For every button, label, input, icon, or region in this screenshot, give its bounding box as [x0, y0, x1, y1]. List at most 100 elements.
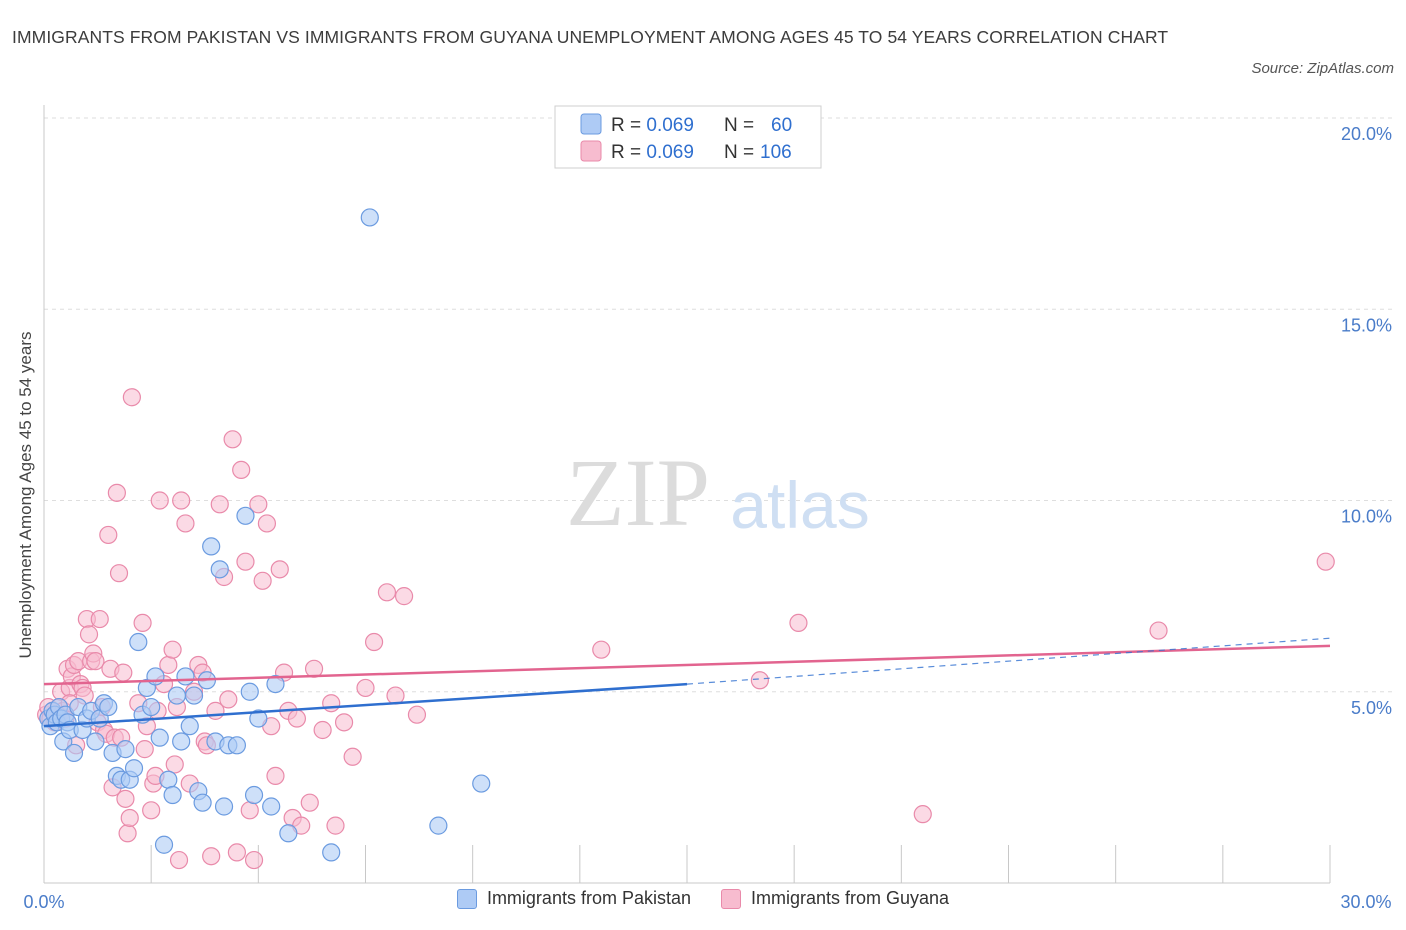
point-guyana [107, 483, 126, 502]
point-guyana [210, 495, 229, 514]
point-guyana [334, 713, 354, 732]
legend-n-label: N = [724, 142, 759, 163]
point-pakistan [360, 208, 379, 227]
point-guyana [165, 755, 184, 774]
point-guyana [202, 847, 221, 866]
point-pakistan [240, 682, 259, 701]
y-tick-label: 10.0% [1341, 507, 1392, 527]
point-guyana [913, 805, 932, 824]
source-label: Source: ZipAtlas.com [1251, 60, 1394, 77]
point-guyana [232, 460, 251, 479]
point-pakistan [99, 697, 118, 717]
point-pakistan [210, 560, 229, 579]
legend: R = 0.069 N = 60 R = 0.069 N = 106 [554, 105, 822, 169]
point-guyana [386, 686, 405, 705]
point-pakistan [154, 835, 174, 854]
legend-n-value: 106 [760, 142, 792, 163]
point-guyana [150, 491, 169, 510]
point-pakistan [236, 506, 255, 525]
x-ticks: 0.0% 30.0% [23, 845, 1392, 912]
point-guyana [240, 801, 259, 820]
point-pakistan [172, 732, 191, 751]
point-guyana [116, 789, 135, 808]
point-guyana [326, 816, 345, 835]
point-guyana [1316, 552, 1335, 571]
point-guyana [266, 766, 285, 786]
point-guyana [253, 571, 272, 590]
point-guyana [287, 709, 307, 728]
point-pakistan [193, 793, 212, 812]
point-pakistan [322, 843, 341, 862]
x-tick-label-min: 0.0% [23, 892, 64, 912]
legend-n-value: 60 [771, 115, 792, 136]
point-pakistan [472, 774, 491, 793]
point-guyana [172, 491, 191, 510]
point-pakistan [159, 770, 178, 789]
legend-r-value: 0.069 [646, 142, 694, 163]
trend-line-pakistan-extension [686, 637, 1331, 685]
point-guyana [176, 514, 195, 533]
point-guyana [114, 663, 133, 682]
legend-swatch-pakistan [580, 113, 602, 135]
point-guyana [142, 801, 161, 820]
watermark-atlas: atlas [730, 468, 869, 542]
y-tick-label: 15.0% [1341, 315, 1392, 335]
point-pakistan [129, 632, 148, 652]
point-guyana [90, 609, 109, 629]
legend-row-pakistan: R = 0.069 N = 60 [611, 115, 792, 136]
point-guyana [1149, 621, 1168, 640]
point-guyana [313, 720, 332, 740]
legend-r-label: R = [611, 142, 646, 163]
watermark-zip: ZIP [566, 439, 710, 546]
point-pakistan [150, 728, 169, 747]
point-pakistan [180, 717, 199, 736]
point-guyana [364, 632, 384, 652]
point-pakistan [146, 667, 165, 686]
trend-lines [43, 637, 1331, 728]
point-pakistan [227, 736, 246, 755]
series-pakistan-points [39, 208, 491, 862]
point-guyana [86, 652, 105, 671]
y-ticks: 5.0% 10.0% 15.0% 20.0% [1341, 124, 1392, 718]
bottom-legend-swatch-guyana [721, 888, 741, 909]
point-guyana [133, 613, 152, 633]
point-pakistan [124, 759, 144, 778]
point-pakistan [116, 740, 135, 759]
point-guyana [356, 678, 375, 698]
point-guyana [249, 495, 268, 514]
point-guyana [257, 514, 277, 533]
bottom-legend-swatch-pakistan [456, 888, 477, 909]
point-pakistan [86, 732, 105, 751]
legend-n-label: N = [724, 115, 759, 136]
point-pakistan [279, 824, 298, 843]
y-tick-label: 5.0% [1351, 698, 1392, 718]
point-guyana [750, 671, 769, 690]
point-pakistan [142, 697, 161, 717]
point-pakistan [214, 797, 234, 816]
legend-r-value: 0.069 [646, 115, 694, 136]
point-pakistan [266, 674, 285, 694]
point-guyana [122, 388, 141, 407]
point-guyana [592, 640, 611, 659]
point-guyana [244, 850, 264, 870]
point-guyana [219, 690, 238, 709]
point-pakistan [262, 797, 281, 816]
point-guyana [407, 705, 427, 724]
point-pakistan [244, 785, 264, 805]
grid [44, 117, 1392, 693]
bottom-legend-pakistan: Immigrants from Pakistan [456, 888, 691, 909]
point-guyana [227, 843, 246, 862]
point-guyana [99, 525, 118, 545]
bottom-legend-guyana: Immigrants from Guyana [721, 888, 949, 909]
point-guyana [79, 625, 99, 644]
x-tick-label-max: 30.0% [1340, 892, 1391, 912]
point-guyana [789, 613, 808, 633]
bottom-legend-label-guyana: Immigrants from Guyana [751, 888, 950, 908]
point-pakistan [176, 667, 195, 686]
legend-row-guyana: R = 0.069 N = 106 [611, 142, 792, 163]
bottom-legend-label-pakistan: Immigrants from Pakistan [486, 888, 691, 908]
chart-title: IMMIGRANTS FROM PAKISTAN VS IMMIGRANTS F… [12, 27, 1169, 47]
point-guyana [270, 560, 289, 579]
point-guyana [343, 747, 362, 766]
point-guyana [322, 694, 341, 713]
